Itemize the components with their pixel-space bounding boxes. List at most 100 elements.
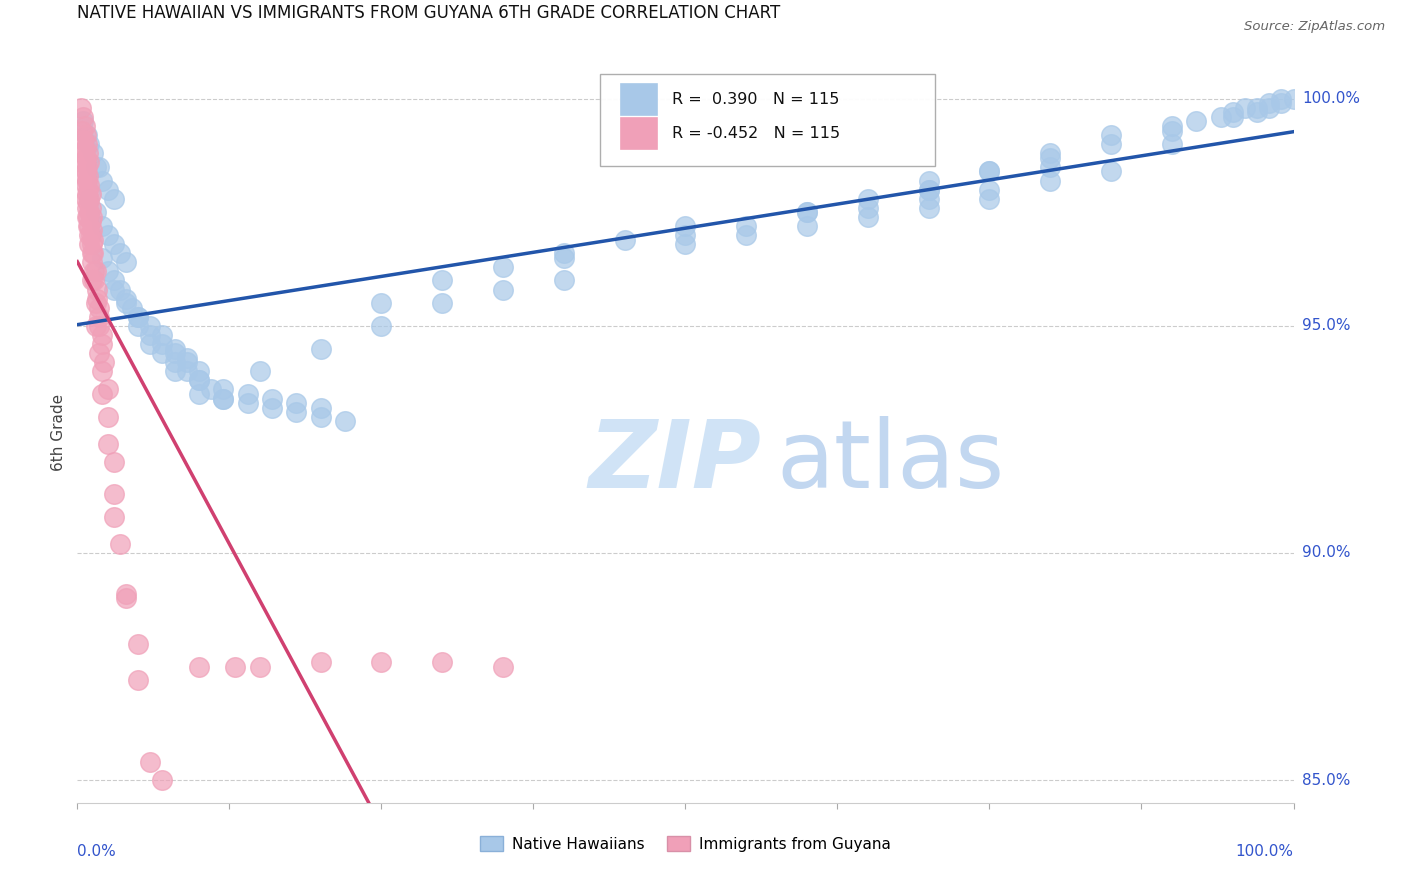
Point	[90, 337, 112, 351]
Point	[176, 364, 198, 378]
Point	[90, 387, 112, 401]
Point	[309, 409, 332, 424]
Point	[73, 169, 96, 183]
Point	[79, 137, 101, 152]
Point	[1099, 128, 1122, 142]
Point	[84, 296, 107, 310]
Point	[1282, 92, 1305, 106]
Text: R = -0.452   N = 115: R = -0.452 N = 115	[672, 126, 841, 141]
Point	[735, 227, 758, 242]
Point	[1270, 96, 1292, 111]
Point	[97, 183, 120, 197]
Point	[176, 351, 198, 365]
Point	[89, 301, 111, 315]
Point	[79, 237, 101, 252]
Point	[103, 509, 125, 524]
Point	[103, 273, 125, 287]
Point	[97, 383, 120, 397]
Point	[90, 219, 112, 233]
Point	[188, 364, 211, 378]
Point	[309, 342, 332, 356]
Legend: Native Hawaiians, Immigrants from Guyana: Native Hawaiians, Immigrants from Guyana	[474, 830, 897, 858]
Point	[103, 455, 125, 469]
Text: atlas: atlas	[776, 417, 1005, 508]
Point	[856, 192, 879, 206]
Point	[163, 355, 186, 369]
Point	[103, 237, 125, 252]
Point	[93, 355, 115, 369]
Point	[75, 151, 97, 165]
Point	[249, 364, 271, 378]
Point	[856, 210, 879, 224]
Point	[430, 273, 453, 287]
Point	[918, 173, 941, 187]
Point	[333, 414, 356, 428]
Point	[139, 318, 162, 333]
Point	[163, 346, 186, 360]
Point	[80, 223, 103, 237]
Point	[80, 237, 103, 252]
Point	[84, 318, 107, 333]
Point	[77, 183, 100, 197]
Point	[127, 318, 149, 333]
Point	[80, 227, 103, 242]
Point	[212, 392, 235, 406]
Point	[430, 296, 453, 310]
Point	[553, 273, 575, 287]
Point	[1222, 110, 1244, 124]
Point	[90, 328, 112, 343]
Point	[79, 219, 101, 233]
Point	[77, 196, 100, 211]
Point	[492, 260, 515, 274]
Point	[70, 101, 93, 115]
Text: NATIVE HAWAIIAN VS IMMIGRANTS FROM GUYANA 6TH GRADE CORRELATION CHART: NATIVE HAWAIIAN VS IMMIGRANTS FROM GUYAN…	[77, 4, 780, 21]
Point	[796, 205, 818, 219]
Point	[75, 178, 97, 192]
Point	[77, 146, 100, 161]
Point	[83, 273, 105, 287]
Text: 85.0%: 85.0%	[1302, 772, 1350, 788]
Point	[1258, 96, 1281, 111]
Point	[115, 296, 138, 310]
Point	[76, 173, 98, 187]
Point	[152, 337, 174, 351]
Point	[285, 396, 308, 410]
Text: ZIP: ZIP	[588, 417, 761, 508]
Text: 100.0%: 100.0%	[1302, 91, 1360, 106]
Point	[115, 587, 138, 601]
Point	[152, 328, 174, 343]
Point	[70, 123, 93, 137]
Text: 90.0%: 90.0%	[1302, 546, 1350, 560]
Point	[1209, 110, 1232, 124]
Point	[79, 227, 101, 242]
Point	[1161, 137, 1184, 152]
Point	[84, 160, 107, 174]
Point	[77, 219, 100, 233]
Point	[735, 219, 758, 233]
Point	[675, 227, 697, 242]
Point	[89, 318, 111, 333]
Point	[97, 264, 120, 278]
Point	[236, 387, 259, 401]
Point	[76, 210, 98, 224]
Point	[115, 591, 138, 606]
Point	[188, 373, 211, 387]
Text: R =  0.390   N = 115: R = 0.390 N = 115	[672, 92, 839, 107]
Point	[89, 310, 111, 324]
Point	[613, 233, 636, 247]
Point	[90, 364, 112, 378]
Point	[236, 396, 259, 410]
Text: 95.0%: 95.0%	[1302, 318, 1350, 334]
Point	[979, 164, 1001, 178]
Y-axis label: 6th Grade: 6th Grade	[51, 394, 66, 471]
Point	[97, 409, 120, 424]
Point	[1270, 92, 1292, 106]
Point	[84, 205, 107, 219]
Point	[370, 318, 392, 333]
Point	[80, 210, 103, 224]
Point	[108, 283, 131, 297]
Point	[86, 283, 108, 297]
Point	[76, 187, 98, 202]
Point	[75, 192, 97, 206]
Point	[82, 233, 104, 247]
